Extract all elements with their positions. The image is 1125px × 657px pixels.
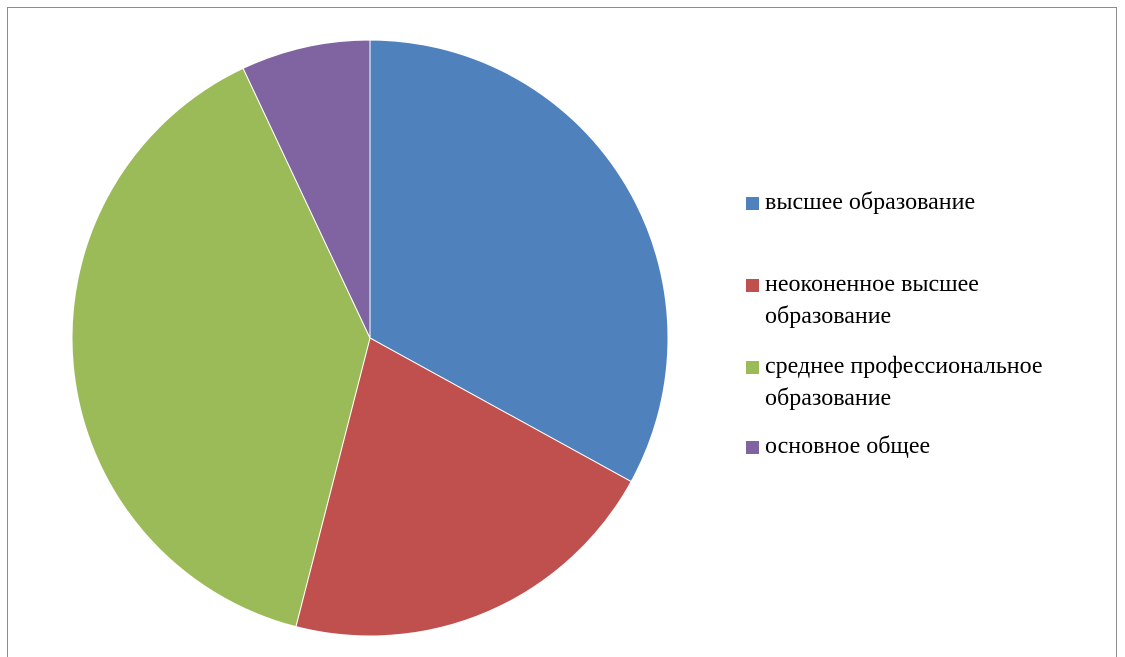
legend-item-incomplete-higher: неоконенное высшее образование <box>746 268 1055 332</box>
legend-swatch-secondary-vocational <box>746 361 759 374</box>
legend-label-secondary-vocational: среднее профессиональное образование <box>765 353 1043 411</box>
legend-label-basic-general: основное общее <box>765 433 931 459</box>
pie-slice-higher-education <box>369 39 669 483</box>
legend-item-secondary-vocational: среднее профессиональное образование <box>746 350 1110 414</box>
pie-slice-basic-general <box>242 39 371 339</box>
legend-item-basic-general: основное общее <box>746 430 1110 462</box>
legend-item-higher-education: высшее образование <box>746 186 1110 218</box>
pie-slices <box>71 39 669 637</box>
legend-swatch-incomplete-higher <box>746 279 759 292</box>
legend-swatch-higher-education <box>746 197 759 210</box>
pie-slice-secondary-vocational <box>71 67 371 628</box>
pie-slice-incomplete-higher <box>295 337 632 637</box>
legend-label-higher-education: высшее образование <box>765 189 976 215</box>
legend-swatch-basic-general <box>746 441 759 454</box>
legend-label-incomplete-higher: неоконенное высшее образование <box>765 271 979 329</box>
